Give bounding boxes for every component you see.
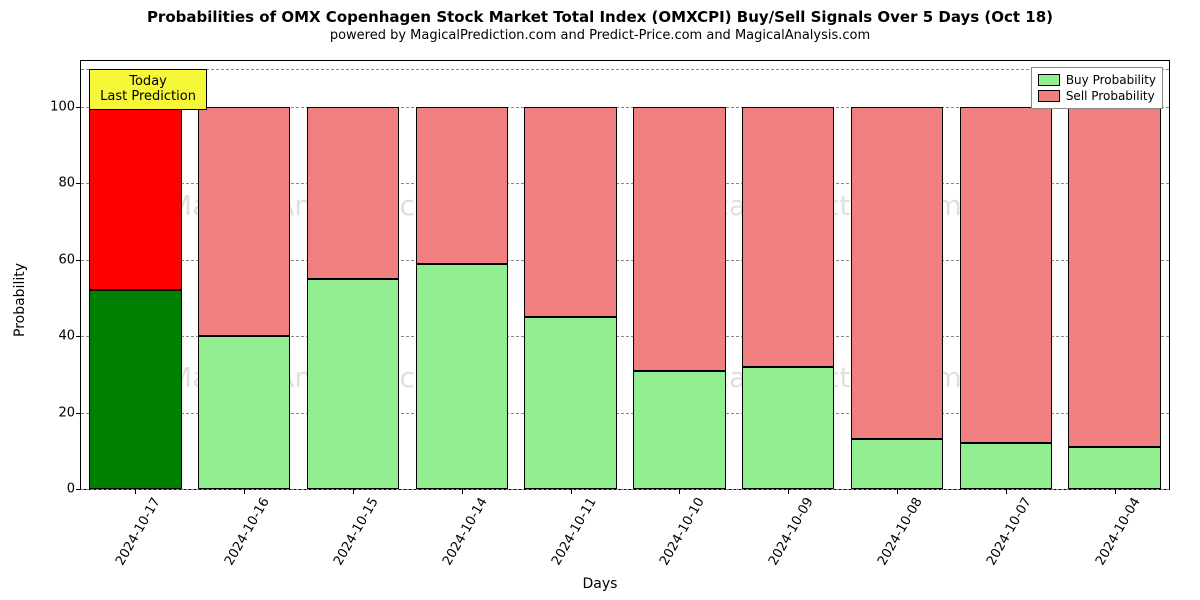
- ytick-label: 100: [41, 99, 81, 114]
- legend-label-buy: Buy Probability: [1066, 73, 1156, 87]
- bar-group: [742, 61, 834, 489]
- xtick-label: 2024-10-14: [462, 489, 477, 514]
- legend-row-sell: Sell Probability: [1038, 88, 1156, 104]
- bar-buy: [1068, 447, 1160, 489]
- bar-group: [198, 61, 290, 489]
- ytick-mark: [76, 413, 81, 414]
- bar-group: [851, 61, 943, 489]
- legend: Buy Probability Sell Probability: [1031, 67, 1163, 109]
- xtick-mark: [1115, 489, 1116, 494]
- bar-sell: [851, 107, 943, 439]
- bar-buy: [89, 290, 181, 489]
- bar-sell: [742, 107, 834, 367]
- bar-buy: [307, 279, 399, 489]
- bar-buy: [851, 439, 943, 489]
- bar-buy: [416, 264, 508, 489]
- y-axis-label: Probability: [12, 263, 28, 337]
- xtick-mark: [1006, 489, 1007, 494]
- ytick-label: 40: [41, 329, 81, 344]
- bar-buy: [960, 443, 1052, 489]
- legend-swatch-buy: [1038, 74, 1060, 86]
- xtick-mark: [244, 489, 245, 494]
- ytick-mark: [76, 336, 81, 337]
- bar-group: [307, 61, 399, 489]
- bar-group: [524, 61, 616, 489]
- bar-sell: [524, 107, 616, 317]
- bar-sell: [960, 107, 1052, 443]
- bar-sell: [416, 107, 508, 264]
- xtick-mark: [788, 489, 789, 494]
- bar-group: [1068, 61, 1160, 489]
- xtick-mark: [353, 489, 354, 494]
- xtick-label: 2024-10-04: [1115, 489, 1130, 514]
- ytick-mark: [76, 489, 81, 490]
- xtick-mark: [571, 489, 572, 494]
- xtick-mark: [135, 489, 136, 494]
- bar-buy: [524, 317, 616, 489]
- xtick-label: 2024-10-16: [244, 489, 259, 514]
- bar-sell: [307, 107, 399, 279]
- ytick-mark: [76, 183, 81, 184]
- bar-sell: [633, 107, 725, 371]
- xtick-mark: [897, 489, 898, 494]
- bar-sell: [1068, 107, 1160, 447]
- legend-row-buy: Buy Probability: [1038, 72, 1156, 88]
- ytick-mark: [76, 107, 81, 108]
- bar-sell: [198, 107, 290, 336]
- annotation-line1: Today: [100, 74, 196, 90]
- bar-buy: [198, 336, 290, 489]
- today-annotation: TodayLast Prediction: [89, 69, 207, 110]
- xtick-mark: [462, 489, 463, 494]
- ytick-mark: [76, 260, 81, 261]
- bar-group: [89, 61, 181, 489]
- xtick-label: 2024-10-17: [135, 489, 150, 514]
- bar-buy: [633, 371, 725, 489]
- bar-buy: [742, 367, 834, 489]
- ytick-label: 80: [41, 176, 81, 191]
- legend-swatch-sell: [1038, 90, 1060, 102]
- legend-label-sell: Sell Probability: [1066, 89, 1155, 103]
- ytick-label: 0: [41, 482, 81, 497]
- plot-area: MagicalAnalysis.comMagicalPrediction.com…: [80, 60, 1170, 490]
- chart-subtitle: powered by MagicalPrediction.com and Pre…: [0, 26, 1200, 43]
- xtick-label: 2024-10-09: [788, 489, 803, 514]
- xtick-label: 2024-10-10: [679, 489, 694, 514]
- xtick-label: 2024-10-08: [897, 489, 912, 514]
- chart-title: Probabilities of OMX Copenhagen Stock Ma…: [0, 0, 1200, 26]
- bar-group: [416, 61, 508, 489]
- bar-group: [633, 61, 725, 489]
- bar-sell: [89, 107, 181, 290]
- xtick-mark: [679, 489, 680, 494]
- annotation-line2: Last Prediction: [100, 89, 196, 105]
- ytick-label: 60: [41, 252, 81, 267]
- ytick-label: 20: [41, 405, 81, 420]
- xtick-label: 2024-10-11: [571, 489, 586, 514]
- xtick-label: 2024-10-15: [353, 489, 368, 514]
- x-axis-label: Days: [583, 576, 618, 592]
- xtick-label: 2024-10-07: [1006, 489, 1021, 514]
- bar-group: [960, 61, 1052, 489]
